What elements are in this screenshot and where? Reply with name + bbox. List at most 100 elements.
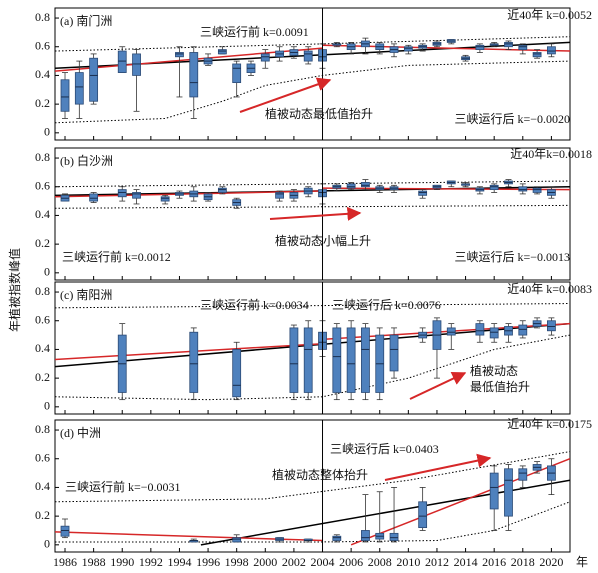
envelope-line [55,501,570,543]
annotation: 近40年 k=0.0175 [507,417,592,431]
x-tick-label: 2004 [311,555,335,568]
panel-frame [54,147,571,281]
trend-arrow [239,77,332,113]
box [232,349,242,398]
x-tick-label: 2016 [482,555,506,568]
box [361,327,370,393]
box [60,525,70,537]
panel-title: (a) 南门洲 [60,13,112,28]
x-axis-label: 年 [576,555,588,568]
box [117,50,127,73]
annotation: 植被动态整体抬升 [272,467,368,482]
panel-title: (b) 白沙洲 [60,153,113,168]
box [289,327,299,393]
box [60,79,70,112]
x-tick-label: 1990 [110,555,134,568]
box [547,320,556,332]
x-tick-label: 1994 [167,555,191,568]
box [346,183,356,189]
envelope-line [55,451,570,503]
annotation: 三峡运行前 k=0.0091 [200,24,309,39]
trend-line [55,342,323,361]
annotation: 三峡运行后 k=0.0403 [330,442,439,456]
envelope-line [55,204,570,209]
box [475,44,485,51]
trend-arrow [384,453,492,481]
box [518,186,528,192]
box [446,327,456,336]
panel-title: (d) 中洲 [60,425,101,440]
box [189,331,199,393]
trend-line [200,479,570,546]
x-tick-label: 2010 [396,555,420,568]
box [489,184,499,191]
y-tick-label: 0.4 [35,479,50,493]
trend-arrow [269,206,362,221]
plot-area [55,36,570,124]
x-tick-label: 2006 [339,555,363,568]
box [418,190,428,196]
box [275,192,284,199]
annotation: 三峡运行前 k=0.0034 [200,297,309,312]
y-tick-label: 0 [44,537,50,551]
box [132,192,141,199]
annotation: 三峡运行前 k=0.0012 [62,249,171,264]
panel-title: (c) 南阳洲 [60,287,112,302]
trend-line [322,44,570,52]
y-tick-label: 0 [44,399,50,413]
box [89,57,99,102]
annotation: 近40年k=0.0018 [510,147,592,161]
x-tick-label: 2002 [282,555,306,568]
box [332,327,342,393]
box [518,324,528,336]
y-tick-label: 0.2 [35,236,50,250]
y-tick-label: 0.2 [35,508,50,522]
box [489,472,499,510]
annotation: 植被动态最低值抬升 [265,106,373,121]
box [160,196,170,202]
x-tick-label: 1996 [196,555,220,568]
box [303,327,313,393]
x-tick-label: 1998 [225,555,249,568]
box [132,53,141,76]
annotation: 三峡运行前 k=−0.0031 [65,479,181,494]
y-tick-label: 0.2 [35,370,50,384]
y-tick-label: 0.4 [35,67,50,81]
box [361,182,370,188]
trend-arrow [409,372,467,400]
x-tick-label: 2012 [425,555,449,568]
y-tick-label: 0 [44,265,50,279]
trend-line [350,458,570,546]
x-tick-label: 2008 [368,555,392,568]
box [518,44,528,51]
trend-line [322,187,570,191]
box [547,46,556,55]
box [532,52,542,58]
y-tick-label: 0.6 [35,178,50,192]
box [89,193,99,202]
box [117,189,127,198]
annotation: 三峡运行后 k=−0.0013 [454,250,570,264]
annotation: 植被动态小幅上升 [275,233,371,248]
box [232,537,242,543]
box [217,49,227,55]
y-tick-label: 0.4 [35,341,50,355]
annotation: 三峡运行后 k=0.0076 [332,298,441,312]
box [504,468,513,517]
box [332,535,342,541]
x-tick-label: 2018 [511,555,535,568]
x-tick-label: 2000 [253,555,277,568]
box [346,327,356,393]
box [361,530,370,541]
box [260,53,270,62]
x-tick-label: 2020 [539,555,563,568]
annotation: 三峡运行后 k=−0.0020 [454,112,570,126]
annotation: 最低值抬升 [470,379,530,394]
box [389,334,399,372]
y-tick-label: 0.8 [35,422,50,436]
annotation: 近40年 k=0.0083 [507,282,592,296]
y-tick-label: 0.6 [35,312,50,326]
box [403,46,413,52]
y-tick-label: 0.6 [35,38,50,52]
